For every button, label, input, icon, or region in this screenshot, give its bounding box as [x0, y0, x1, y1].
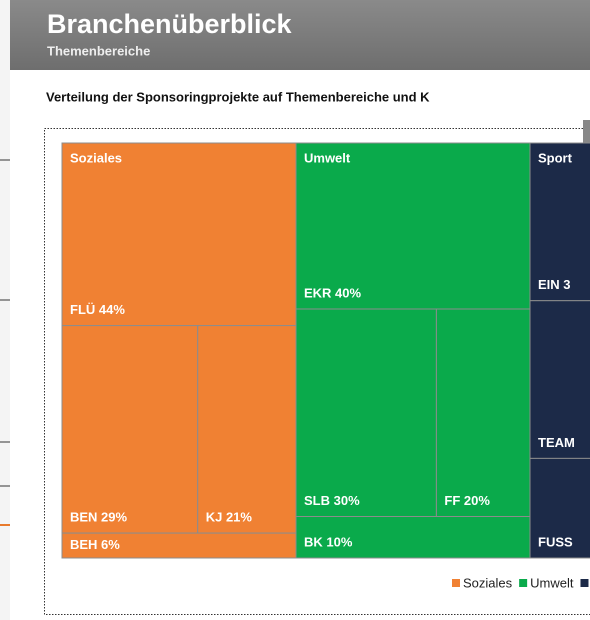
- cell-label: EKR 40%: [304, 285, 362, 300]
- treemap-cell: [61, 325, 199, 534]
- group-label: Sport: [538, 150, 573, 165]
- chart-title: Verteilung der Sponsoringprojekte auf Th…: [46, 89, 430, 104]
- cell-label: SLB 30%: [304, 493, 360, 508]
- treemap-cell: [61, 142, 297, 327]
- treemap-cell: [295, 308, 437, 517]
- treemap-cell: [295, 142, 531, 310]
- treemap-cell: [197, 325, 297, 534]
- cell-label: BEN 29%: [70, 510, 128, 525]
- treemap-cell: [529, 142, 590, 302]
- legend: SozialesUmweltSport: [452, 575, 589, 590]
- cell-label: FUSS: [538, 534, 573, 549]
- treemap-cell: [529, 300, 590, 459]
- cell-label: TEAM: [538, 435, 575, 450]
- treemap-cell: [435, 308, 531, 517]
- legend-label: Umwelt: [530, 575, 574, 590]
- left-strip: [0, 0, 10, 620]
- cell-label: EIN 3: [538, 277, 571, 292]
- legend-swatch: [519, 579, 528, 587]
- group-label: Soziales: [70, 150, 122, 165]
- header-bar: [10, 0, 590, 70]
- treemap: FLÜ 44% BEN 29% KJ 21% BEH 6% Soziales EKR 40…: [61, 142, 590, 559]
- header-title: Branchenüberblick: [47, 9, 293, 39]
- legend-label: Soziales: [463, 575, 513, 590]
- legend-swatch: [452, 579, 460, 587]
- legend-swatch: [580, 579, 589, 587]
- treemap-cell: [295, 516, 531, 559]
- cell-label: FLÜ 44%: [70, 302, 125, 317]
- treemap-cell: [61, 532, 297, 559]
- cell-label: KJ 21%: [206, 510, 253, 525]
- cell-label: BK 10%: [304, 534, 353, 549]
- header-subtitle: Themenbereiche: [47, 43, 150, 58]
- treemap-cell: [529, 457, 590, 559]
- cell-label: BEH 6%: [70, 537, 120, 552]
- group-label: Umwelt: [304, 150, 351, 165]
- cell-label: FF 20%: [444, 493, 490, 508]
- chart-frame: [44, 128, 590, 615]
